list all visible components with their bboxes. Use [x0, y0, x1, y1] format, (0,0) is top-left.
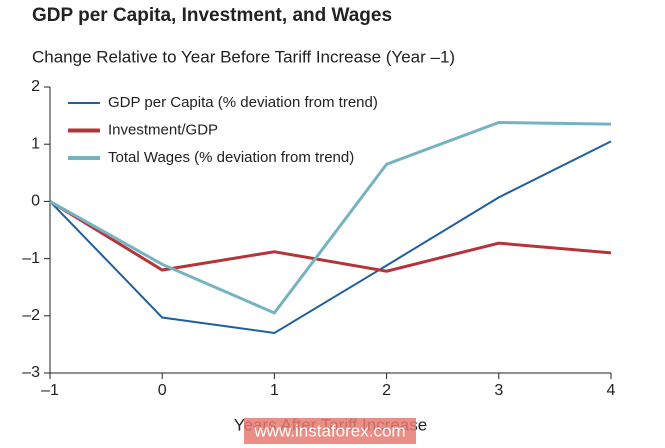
x-tick-label: 1 — [270, 382, 279, 399]
x-tick-label: 4 — [607, 382, 616, 399]
series-line — [49, 200, 612, 273]
legend-label: GDP per Capita (% deviation from trend) — [108, 94, 378, 111]
y-tick-label: 1 — [31, 135, 40, 152]
series-line — [49, 140, 612, 334]
x-tick-label: 3 — [494, 382, 503, 399]
y-tick-label: –3 — [22, 364, 40, 381]
watermark: www.instaforex.com — [253, 421, 405, 440]
series-line — [49, 120, 612, 315]
legend-label: Investment/GDP — [108, 121, 218, 138]
chart-subtitle: Change Relative to Year Before Tariff In… — [32, 47, 455, 66]
x-tick-label: 0 — [158, 382, 167, 399]
y-tick-label: –2 — [22, 307, 40, 324]
chart-title: GDP per Capita, Investment, and Wages — [32, 5, 392, 26]
x-tick-label: 2 — [382, 382, 391, 399]
y-tick-label: –1 — [22, 250, 40, 267]
y-tick-label: 2 — [31, 78, 40, 95]
legend-label: Total Wages (% deviation from trend) — [108, 149, 354, 166]
watermark-bg — [244, 418, 416, 444]
y-tick-label: 0 — [31, 193, 40, 210]
x-tick-label: –1 — [41, 382, 59, 399]
